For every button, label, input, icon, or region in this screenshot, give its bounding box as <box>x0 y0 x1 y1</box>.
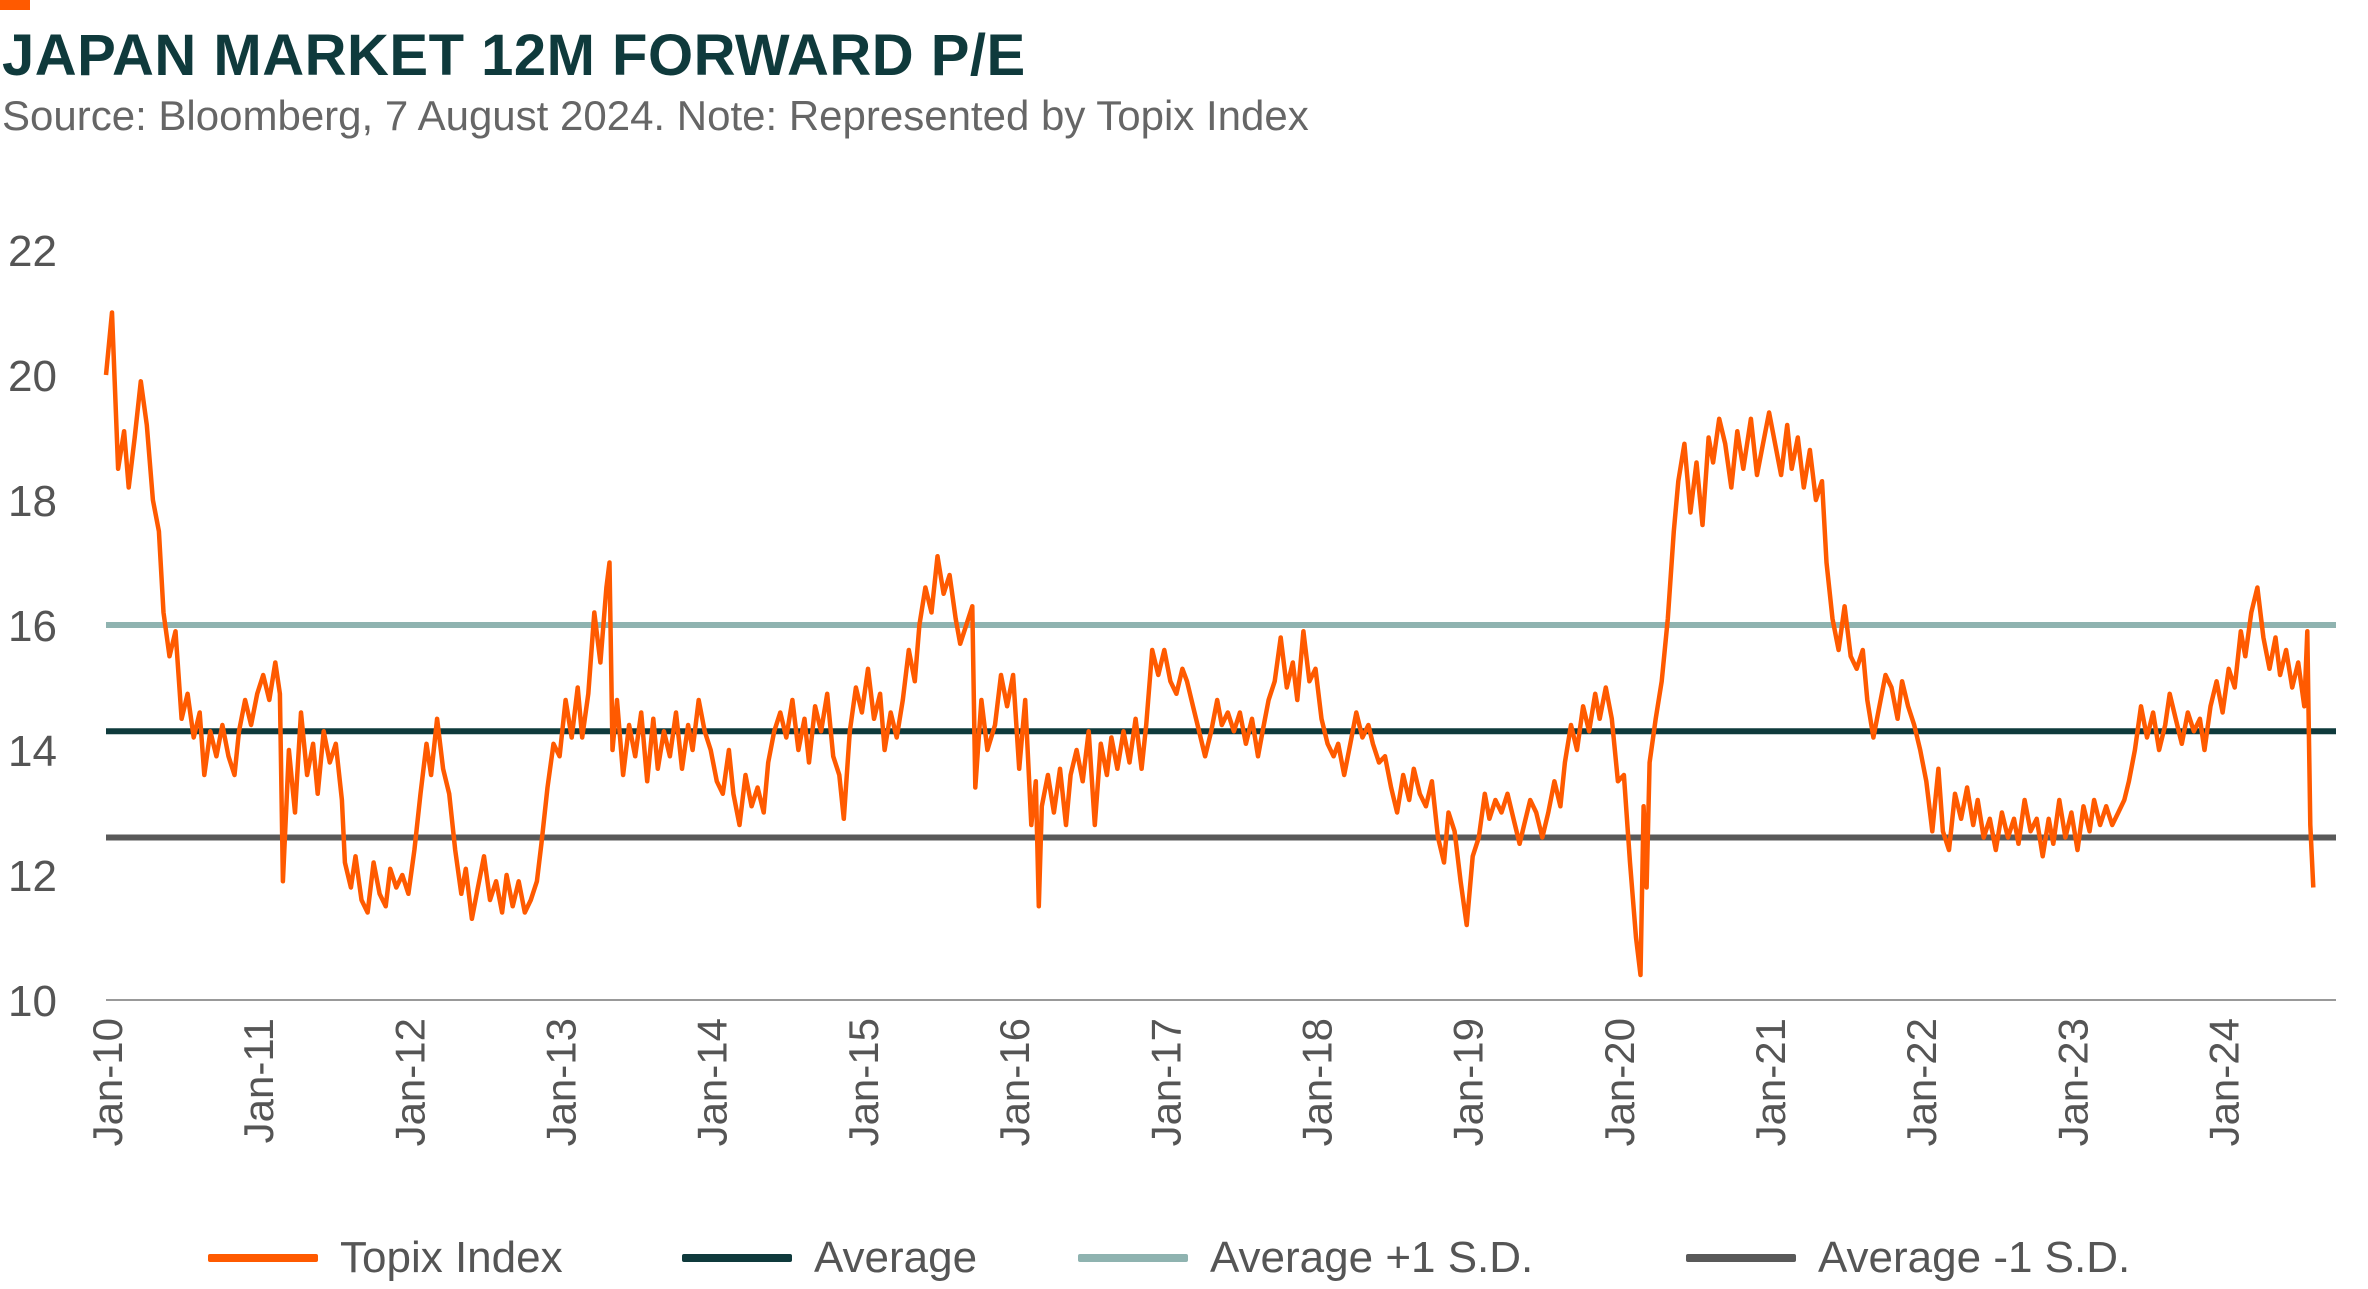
legend-item-plus-sd: Average +1 S.D. <box>1078 1228 1533 1288</box>
accent-bar <box>0 0 30 10</box>
legend-item-average: Average <box>682 1228 977 1288</box>
x-tick-label: Jan-11 <box>235 1018 282 1143</box>
x-tick-label: Jan-10 <box>84 1018 131 1146</box>
legend-label-topix: Topix Index <box>340 1233 563 1282</box>
x-axis-tick-labels: Jan-10 Jan-11 Jan-12 Jan-13 Jan-14 Jan-15 Jan-… <box>84 1018 2248 1146</box>
x-tick-label: Jan-19 <box>1445 1018 1492 1146</box>
legend-swatch-topix <box>208 1254 318 1262</box>
y-axis-tick-labels: 10 12 14 16 18 20 22 <box>8 227 57 1026</box>
x-tick-label: Jan-21 <box>1747 1018 1794 1146</box>
legend-swatch-minus-sd <box>1686 1254 1796 1262</box>
y-tick-label: 14 <box>8 727 57 776</box>
x-tick-label: Jan-17 <box>1142 1018 1189 1146</box>
legend-label-minus-sd: Average -1 S.D. <box>1818 1233 2131 1282</box>
chart-title: JAPAN MARKET 12M FORWARD P/E <box>2 23 1026 88</box>
x-tick-label: Jan-14 <box>689 1018 736 1146</box>
x-tick-label: Jan-16 <box>991 1018 1038 1146</box>
y-tick-label: 12 <box>8 852 57 901</box>
x-tick-label: Jan-24 <box>2201 1018 2248 1146</box>
legend-item-minus-sd: Average -1 S.D. <box>1686 1228 2130 1288</box>
legend-swatch-average <box>682 1254 792 1262</box>
x-tick-label: Jan-23 <box>2049 1018 2096 1146</box>
y-tick-label: 18 <box>8 477 57 526</box>
legend-swatch-plus-sd <box>1078 1254 1188 1262</box>
chart-subtitle: Source: Bloomberg, 7 August 2024. Note: … <box>2 92 1309 139</box>
topix-line <box>103 310 2316 978</box>
reference-lines <box>106 622 2336 841</box>
x-tick-label: Jan-18 <box>1293 1018 1340 1146</box>
y-tick-label: 10 <box>8 977 57 1026</box>
legend-label-average: Average <box>814 1233 978 1282</box>
x-tick-label: Jan-22 <box>1898 1018 1945 1146</box>
legend-item-topix: Topix Index <box>208 1228 563 1288</box>
legend-label-plus-sd: Average +1 S.D. <box>1210 1233 1534 1282</box>
x-tick-label: Jan-12 <box>386 1018 433 1146</box>
x-tick-label: Jan-15 <box>840 1018 887 1146</box>
y-tick-label: 22 <box>8 227 57 276</box>
x-tick-label: Jan-20 <box>1596 1018 1643 1146</box>
x-tick-label: Jan-13 <box>538 1018 585 1146</box>
y-tick-label: 20 <box>8 352 57 401</box>
y-tick-label: 16 <box>8 602 57 651</box>
topix-series <box>103 310 2316 978</box>
